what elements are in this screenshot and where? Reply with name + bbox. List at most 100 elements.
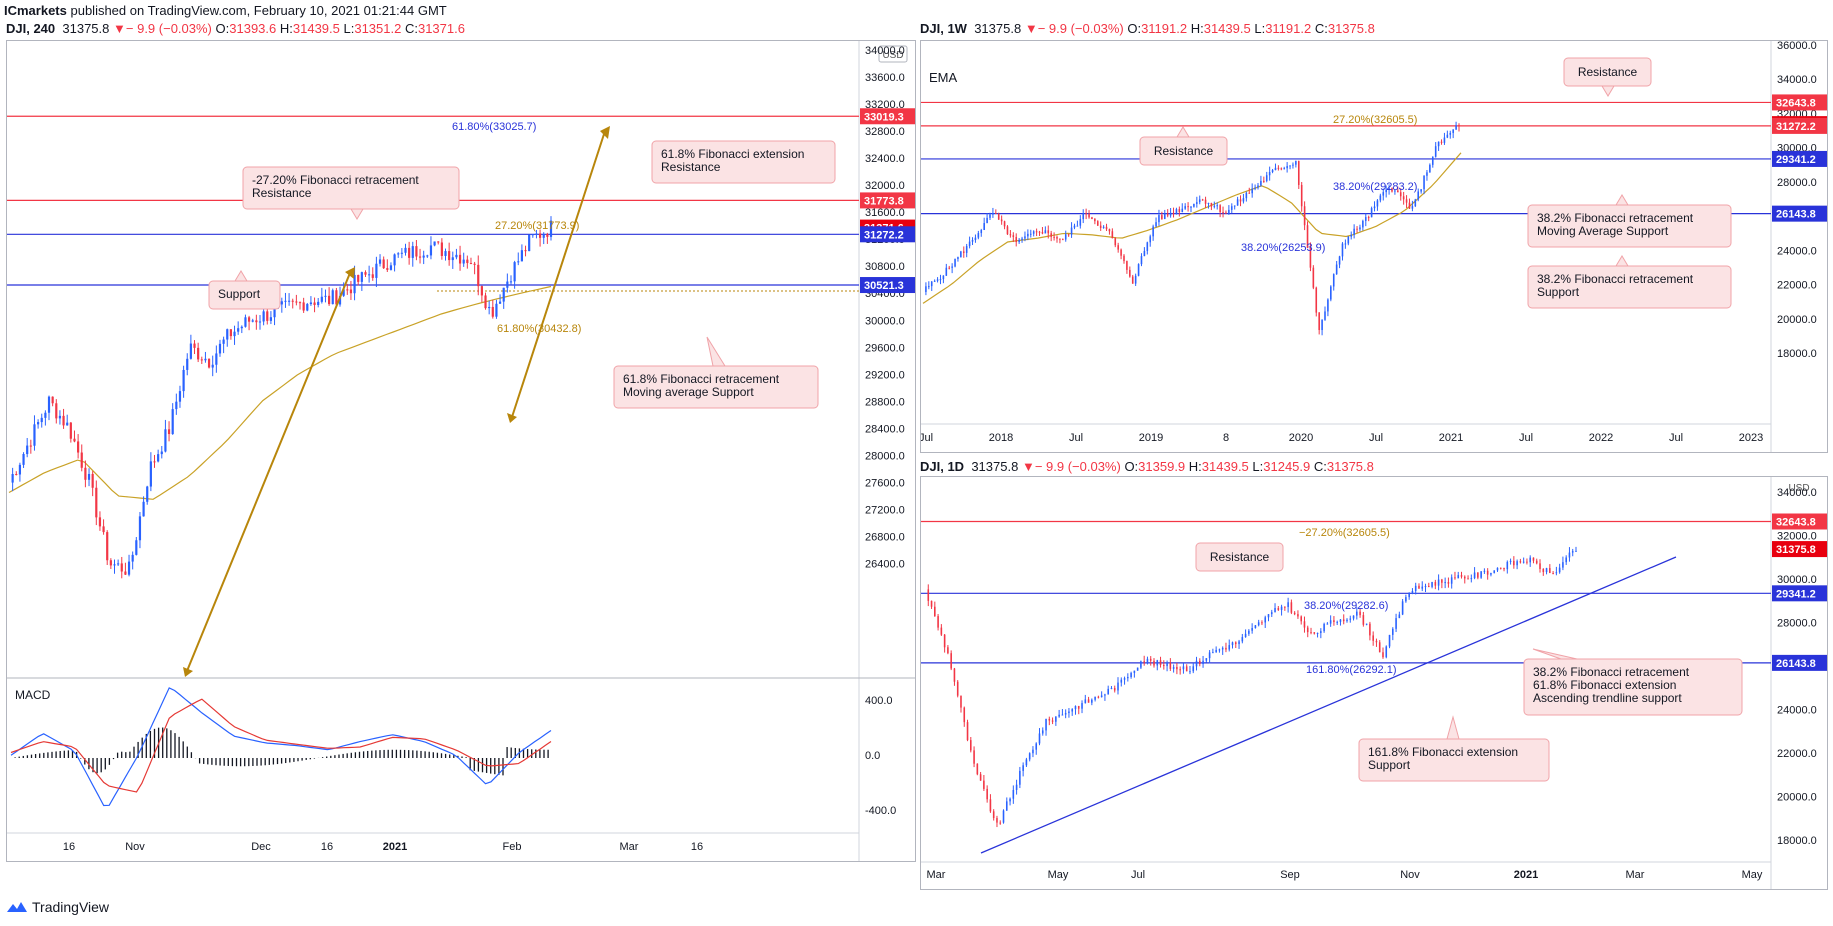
- candle-body: [1333, 620, 1335, 623]
- candle-body: [928, 286, 930, 288]
- candle-body: [404, 247, 407, 253]
- candle-body: [538, 233, 542, 238]
- candle-body: [1163, 665, 1165, 667]
- candle-body: [1532, 557, 1535, 561]
- macd-line: [10, 687, 552, 807]
- candle-body: [1048, 718, 1051, 721]
- fib-arrow-line[interactable]: [511, 130, 606, 418]
- price-tag: [860, 226, 915, 243]
- chart-240-panel[interactable]: USD 61.80%(33025.7) 27.20%(31773.9) 61.8…: [6, 40, 916, 862]
- callout-text-line: Ascending trendline support: [1533, 691, 1682, 705]
- y-tick-label: 29200.0: [865, 369, 905, 381]
- chart-1d-svg[interactable]: USD −27.20%(32605.5) 38.20%(29282.6) 161…: [921, 477, 1827, 889]
- candle-body: [80, 452, 83, 468]
- candle-body: [1047, 230, 1050, 234]
- candle-body: [1185, 666, 1188, 672]
- candle-body: [495, 303, 498, 317]
- x-tick-label: 2020: [1289, 432, 1313, 444]
- x-tick-label: 8: [1223, 432, 1229, 444]
- annotation-callout[interactable]: [651, 140, 836, 184]
- candle-body: [1225, 647, 1227, 650]
- candle-body: [509, 281, 513, 283]
- candle-body: [1303, 206, 1306, 226]
- candle-body: [458, 254, 462, 264]
- candle-body: [33, 424, 36, 446]
- candle-body: [1359, 227, 1361, 230]
- candle-body: [1094, 219, 1096, 222]
- chart-1w-svg[interactable]: EMA 27.20%(32605.5) 38.20%(29283.2) 38.2…: [919, 40, 1827, 452]
- callout-text: 61.8% Fibonacci retracement Moving averag…: [623, 372, 780, 399]
- candle-body: [1221, 647, 1224, 650]
- candle-body: [974, 237, 977, 240]
- candle-body: [966, 722, 969, 741]
- price-tag: [860, 108, 915, 125]
- candle-body: [1306, 225, 1309, 248]
- candle-body: [1503, 567, 1505, 570]
- x-tick-label: Nov: [125, 841, 145, 853]
- candle-body: [418, 256, 422, 258]
- candle-body: [1009, 234, 1012, 236]
- candle-body: [1213, 205, 1216, 207]
- candle-body: [1091, 699, 1093, 703]
- candle-body: [120, 563, 123, 572]
- candle-body: [1127, 677, 1129, 679]
- fib-level-label: 27.20%(32605.5): [1333, 114, 1417, 126]
- candle-body: [1172, 667, 1175, 669]
- price-tag: [1772, 513, 1827, 530]
- candle-body: [1181, 208, 1184, 212]
- candle-body: [1152, 226, 1154, 237]
- ascending-trendline[interactable]: [980, 556, 1677, 854]
- down-arrow-icon: ▼: [1024, 21, 1038, 36]
- candle-body: [1114, 238, 1117, 246]
- candle-body: [1108, 229, 1111, 232]
- candle-body: [160, 451, 163, 455]
- annotation-callout[interactable]: [1527, 204, 1732, 248]
- fib-level-label: 161.80%(26292.1): [1306, 664, 1397, 676]
- chart-1w-panel[interactable]: EMA 27.20%(32605.5) 38.20%(29283.2) 38.2…: [919, 40, 1828, 453]
- candle-body: [997, 213, 1000, 220]
- y-tick-label: 26400.0: [865, 558, 905, 570]
- candle-body: [1310, 632, 1312, 634]
- y-tick-label: 30000.0: [1777, 574, 1817, 586]
- candle-body: [1388, 188, 1390, 190]
- candle-body: [1414, 585, 1417, 592]
- candle-body: [1136, 667, 1139, 671]
- chart-1d-title: DJI, 1D 31375.8 ▼− 9.9 (−0.03%) O:31359.…: [920, 459, 1374, 474]
- down-arrow-icon: ▼: [1021, 459, 1035, 474]
- candle-body: [937, 616, 939, 628]
- candle-body: [22, 454, 25, 465]
- candle-body: [1542, 568, 1545, 573]
- candle-body: [1423, 175, 1425, 190]
- candle-body: [498, 301, 502, 304]
- candle-body: [1094, 696, 1096, 700]
- candle-body: [1230, 206, 1233, 210]
- annotation-callout[interactable]: [1527, 265, 1732, 309]
- annotation-callout[interactable]: [1195, 542, 1284, 572]
- candle-body: [927, 589, 930, 601]
- candle-body: [1029, 233, 1032, 235]
- candle-body: [386, 268, 389, 270]
- candle-body: [1434, 146, 1437, 157]
- chart-1d-panel[interactable]: USD −27.20%(32605.5) 38.20%(29282.6) 161…: [920, 476, 1828, 890]
- candle-body: [1450, 577, 1453, 584]
- fib-arrow-line[interactable]: [186, 272, 351, 672]
- currency-label: USD: [882, 50, 903, 61]
- candle-body: [1376, 200, 1379, 207]
- candle-body: [1549, 568, 1551, 574]
- candle-body: [87, 473, 91, 480]
- candle-body: [1242, 198, 1245, 202]
- price-tag-label: 31272.2: [864, 229, 904, 241]
- chart-240-svg[interactable]: USD 61.80%(33025.7) 27.20%(31773.9) 61.8…: [7, 41, 915, 861]
- candle-body: [1201, 199, 1204, 201]
- candle-body: [247, 317, 251, 322]
- candle-body: [1277, 167, 1280, 169]
- candle-body: [1082, 213, 1085, 220]
- tradingview-footer[interactable]: TradingView: [6, 899, 109, 915]
- candle-body: [91, 473, 94, 488]
- candle-body: [287, 300, 291, 302]
- candle-body: [1003, 221, 1006, 227]
- annotation-callout[interactable]: [1523, 658, 1743, 716]
- candle-body: [1353, 228, 1355, 235]
- x-tick-label: 16: [691, 841, 703, 853]
- candle-body: [437, 241, 440, 243]
